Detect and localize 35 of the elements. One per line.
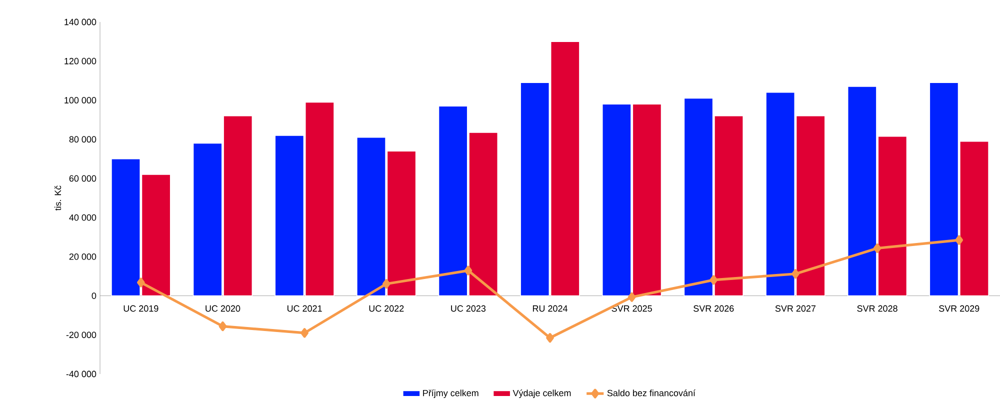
y-tick-label: 40 000 xyxy=(69,214,96,221)
x-tick-label: UC 2022 xyxy=(369,305,404,312)
x-tick-label: SVR 2026 xyxy=(694,305,734,312)
y-tick-label: -20 000 xyxy=(66,332,96,338)
x-tick-label: UC 2019 xyxy=(124,305,158,312)
x-tick-label: SVR 2029 xyxy=(938,305,980,312)
y-tick-label: 140 000 xyxy=(64,18,96,26)
x-tick-label: RU 2024 xyxy=(532,305,568,312)
point xyxy=(464,266,472,276)
point xyxy=(792,269,800,279)
point xyxy=(382,279,390,289)
x-tick-label: SVR 2027 xyxy=(775,305,816,312)
point xyxy=(628,292,636,302)
legend-label: Saldo bez financování xyxy=(607,390,696,396)
x-tick-label: UC 2023 xyxy=(451,305,486,312)
x-tick-label: UC 2020 xyxy=(206,305,240,312)
point xyxy=(710,275,718,285)
y-tick-label: -40 000 xyxy=(66,370,96,378)
y-tick-label: 20 000 xyxy=(69,253,96,260)
x-tick-label: UC 2021 xyxy=(287,305,322,312)
y-tick-label: 60 000 xyxy=(69,175,96,182)
legend-label: Výdaje celkem xyxy=(512,390,571,398)
point xyxy=(546,333,554,343)
point xyxy=(955,235,964,245)
point xyxy=(218,321,227,332)
y-tick-label: 0 xyxy=(92,292,96,299)
point xyxy=(873,243,882,254)
point xyxy=(136,278,145,288)
y-tick-label: 100 000 xyxy=(64,97,96,104)
point xyxy=(300,328,308,338)
y-axis-title: tis. Kč xyxy=(54,186,62,211)
y-tick-label: 120 000 xyxy=(64,58,96,64)
legend-label: Příjmy celkem xyxy=(423,390,478,398)
x-tick-label: SVR 2028 xyxy=(857,305,898,312)
y-tick-label: 80 000 xyxy=(69,136,96,143)
